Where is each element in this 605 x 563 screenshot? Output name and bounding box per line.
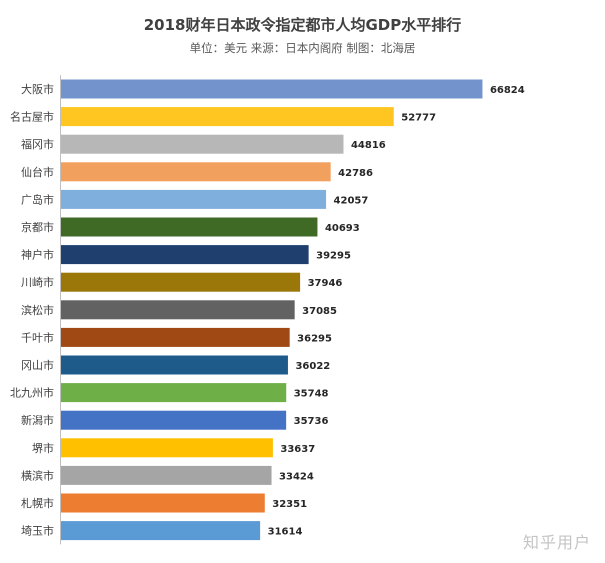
value-label-9: 36295	[297, 333, 332, 344]
bar-12	[60, 410, 287, 430]
bar-0	[60, 79, 483, 99]
category-label-9: 千叶市	[21, 330, 54, 344]
value-label-6: 39295	[316, 251, 351, 262]
bar-5	[60, 217, 318, 237]
value-label-14: 33424	[279, 471, 314, 482]
bar-6	[60, 245, 309, 265]
category-label-11: 北九州市	[10, 386, 54, 400]
bar-11	[60, 383, 287, 403]
bar-3	[60, 162, 331, 182]
category-label-7: 川崎市	[21, 275, 54, 289]
category-label-5: 京都市	[21, 220, 54, 234]
watermark: 知乎用户	[522, 533, 591, 552]
category-label-14: 横滨市	[21, 468, 54, 482]
bar-16	[60, 521, 261, 541]
category-label-15: 札幌市	[21, 496, 54, 510]
category-label-10: 冈山市	[21, 358, 54, 372]
category-label-13: 堺市	[32, 441, 54, 455]
value-label-2: 44816	[351, 140, 386, 151]
value-label-4: 42057	[334, 195, 369, 206]
value-label-1: 52777	[401, 113, 436, 124]
category-label-0: 大阪市	[21, 82, 54, 96]
bar-10	[60, 355, 288, 375]
value-label-12: 35736	[294, 416, 329, 427]
value-label-16: 31614	[268, 527, 303, 538]
bar-14	[60, 465, 272, 485]
bar-15	[60, 493, 265, 513]
category-label-16: 埼玉市	[21, 524, 54, 538]
category-label-4: 广岛市	[21, 192, 54, 206]
bar-2	[60, 134, 344, 154]
bar-8	[60, 300, 295, 320]
value-label-0: 66824	[490, 85, 525, 96]
value-label-10: 36022	[295, 361, 330, 372]
bar-4	[60, 189, 327, 209]
category-label-2: 福冈市	[21, 137, 54, 151]
bar-7	[60, 272, 301, 292]
category-label-3: 仙台市	[21, 165, 54, 179]
bars-group: 大阪市 66824 名古屋市 52777 福冈市 44816 仙台市 42786 广岛市 4205…	[10, 79, 525, 541]
value-label-8: 37085	[302, 306, 337, 317]
value-label-11: 35748	[294, 389, 329, 400]
bar-9	[60, 327, 290, 347]
chart-subtitle: 单位：美元 来源：日本内阁府 制图：北海居	[189, 41, 416, 55]
category-label-1: 名古屋市	[10, 110, 54, 124]
chart-title: 2018财年日本政令指定都市人均GDP水平排行	[143, 16, 462, 34]
value-label-3: 42786	[338, 168, 373, 179]
category-label-6: 神户市	[21, 248, 54, 262]
value-label-15: 32351	[272, 499, 307, 510]
category-label-8: 滨松市	[21, 303, 54, 317]
bar-13	[60, 438, 273, 458]
value-label-7: 37946	[308, 278, 343, 289]
category-label-12: 新潟市	[21, 413, 54, 427]
value-label-5: 40693	[325, 223, 360, 234]
value-label-13: 33637	[280, 444, 315, 455]
bar-1	[60, 107, 394, 127]
